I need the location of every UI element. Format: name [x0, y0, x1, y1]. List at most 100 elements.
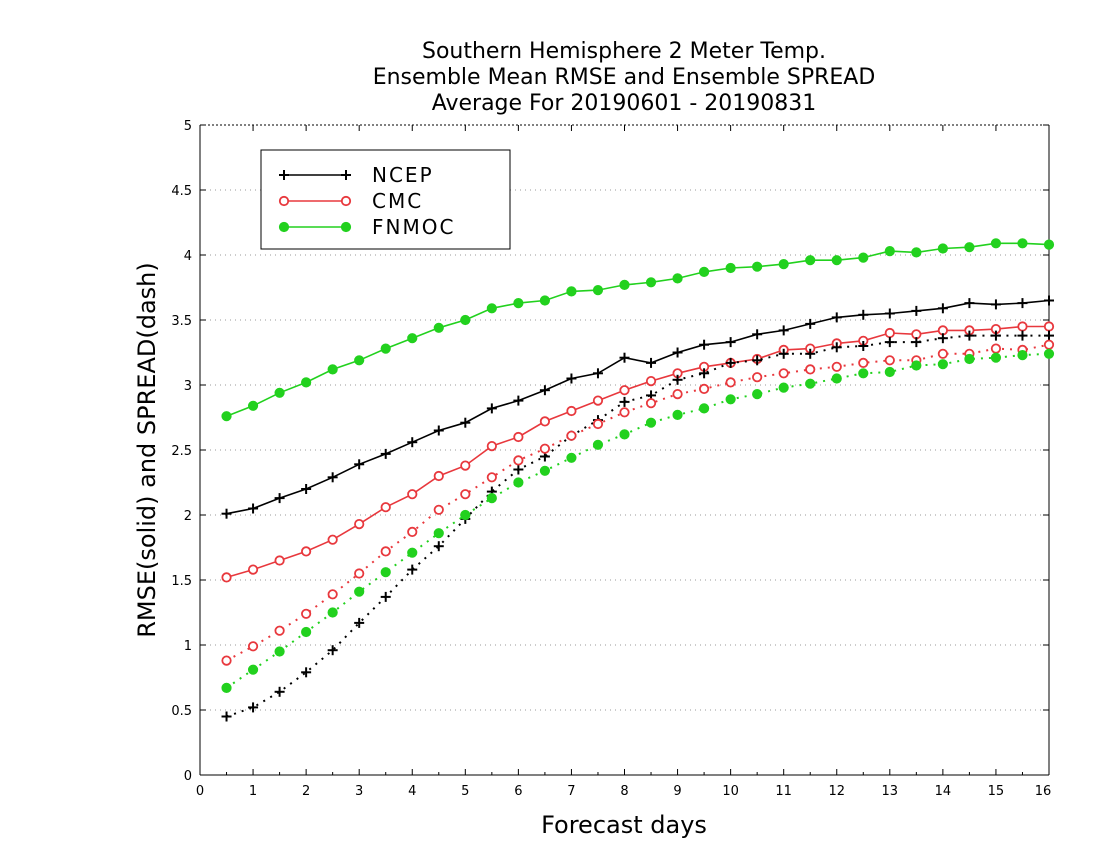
point-cmc-solid-25 [884, 327, 895, 339]
point-fnmoc-dash-25 [884, 366, 895, 378]
point-fnmoc-dash-31 [1043, 348, 1055, 359]
point-fnmoc-solid-21 [778, 259, 789, 270]
point-fnmoc-dash-11 [513, 477, 524, 488]
point-ncep-dash-24 [858, 341, 869, 351]
point-fnmoc-dash-19 [725, 394, 736, 405]
point-ncep-dash-11 [513, 464, 524, 475]
point-fnmoc-solid-3 [301, 377, 312, 388]
y-tick-label-4: 2 [184, 509, 192, 524]
point-cmc-solid-3 [301, 546, 312, 557]
point-cmc-dash-14 [592, 418, 604, 430]
point-fnmoc-solid-26 [911, 247, 922, 258]
x-tick-label-6: 6 [514, 784, 522, 799]
point-cmc-dash-24 [858, 357, 869, 368]
series-cmc-dash [221, 339, 1055, 666]
point-cmc-dash-0 [221, 655, 232, 666]
point-fnmoc-solid-0 [221, 411, 232, 422]
point-fnmoc-solid-31 [1043, 239, 1055, 250]
point-ncep-dash-19 [725, 357, 736, 368]
point-ncep-dash-25 [884, 337, 895, 348]
point-fnmoc-dash-15 [619, 429, 630, 440]
series-fnmoc-dash [221, 348, 1055, 694]
point-ncep-solid-24 [858, 309, 869, 320]
point-fnmoc-solid-6 [380, 343, 391, 354]
point-fnmoc-solid-14 [592, 285, 604, 296]
point-ncep-solid-23 [831, 312, 842, 323]
point-cmc-solid-14 [592, 395, 604, 406]
point-fnmoc-dash-7 [407, 547, 418, 558]
y-tick-label-5: 2.5 [171, 444, 192, 459]
point-cmc-solid-31 [1043, 321, 1055, 332]
point-ncep-dash-1 [248, 702, 259, 713]
point-cmc-dash-18 [698, 383, 710, 394]
point-fnmoc-solid-29 [990, 238, 1002, 249]
point-fnmoc-dash-24 [858, 368, 869, 379]
legend-label-cmc: CMC [372, 189, 423, 213]
point-ncep-solid-16 [646, 357, 657, 368]
point-cmc-solid-13 [566, 405, 577, 417]
point-cmc-dash-17 [672, 388, 683, 400]
point-fnmoc-solid-20 [752, 261, 763, 272]
point-fnmoc-solid-5 [354, 355, 365, 366]
point-cmc-dash-15 [619, 407, 630, 418]
point-cmc-solid-4 [327, 534, 338, 545]
x-tick-label-3: 3 [355, 784, 363, 799]
point-cmc-dash-9 [460, 489, 471, 500]
x-tick-label-16: 16 [1035, 784, 1052, 799]
point-fnmoc-solid-19 [725, 262, 736, 274]
point-ncep-solid-10 [486, 403, 497, 414]
title-line-2: Ensemble Mean RMSE and Ensemble SPREAD [373, 65, 876, 90]
point-ncep-solid-27 [937, 303, 948, 314]
point-cmc-dash-4 [327, 589, 338, 600]
legend-marker-left-cmc [278, 195, 290, 207]
point-cmc-dash-7 [407, 526, 418, 538]
point-ncep-solid-1 [248, 503, 259, 514]
legend-label-fnmoc: FNMOC [372, 215, 455, 239]
point-cmc-solid-10 [486, 440, 497, 452]
point-fnmoc-dash-27 [937, 359, 948, 370]
point-fnmoc-solid-16 [645, 277, 657, 288]
legend-marker-right-ncep [341, 170, 351, 180]
point-fnmoc-solid-18 [698, 266, 710, 277]
legend-label-ncep: NCEP [372, 163, 434, 187]
point-cmc-solid-1 [247, 564, 259, 575]
point-cmc-solid-11 [513, 431, 524, 443]
point-fnmoc-solid-10 [486, 303, 497, 314]
point-cmc-solid-7 [407, 489, 418, 500]
x-tick-label-7: 7 [567, 784, 575, 799]
point-fnmoc-dash-8 [433, 528, 444, 539]
point-fnmoc-dash-13 [566, 452, 577, 463]
point-ncep-solid-0 [221, 508, 232, 519]
x-tick-label-9: 9 [673, 784, 681, 799]
point-cmc-dash-6 [380, 546, 391, 557]
point-ncep-solid-30 [1017, 298, 1028, 309]
point-fnmoc-dash-20 [752, 389, 763, 400]
point-ncep-solid-26 [911, 305, 922, 316]
x-axis-title: Forecast days [541, 811, 707, 839]
point-ncep-solid-3 [301, 484, 312, 494]
point-ncep-dash-7 [407, 564, 418, 575]
point-fnmoc-dash-4 [327, 607, 338, 618]
point-ncep-dash-30 [1017, 330, 1028, 341]
point-fnmoc-dash-28 [964, 353, 975, 365]
point-fnmoc-dash-6 [380, 567, 391, 578]
point-ncep-solid-7 [407, 437, 418, 448]
point-cmc-solid-2 [274, 555, 285, 566]
point-cmc-dash-8 [433, 504, 444, 515]
point-fnmoc-dash-17 [672, 409, 683, 420]
point-fnmoc-solid-24 [858, 252, 869, 263]
point-fnmoc-solid-4 [327, 364, 338, 375]
point-fnmoc-solid-1 [247, 400, 259, 411]
point-cmc-solid-0 [221, 572, 232, 583]
point-fnmoc-dash-30 [1017, 350, 1028, 361]
point-ncep-solid-19 [725, 337, 736, 348]
point-cmc-dash-19 [725, 377, 736, 388]
point-cmc-dash-23 [831, 361, 842, 372]
point-ncep-solid-13 [566, 373, 577, 384]
x-tick-label-14: 14 [935, 784, 952, 799]
point-ncep-dash-21 [778, 348, 789, 359]
point-cmc-dash-29 [990, 343, 1002, 354]
point-fnmoc-solid-12 [539, 295, 551, 306]
